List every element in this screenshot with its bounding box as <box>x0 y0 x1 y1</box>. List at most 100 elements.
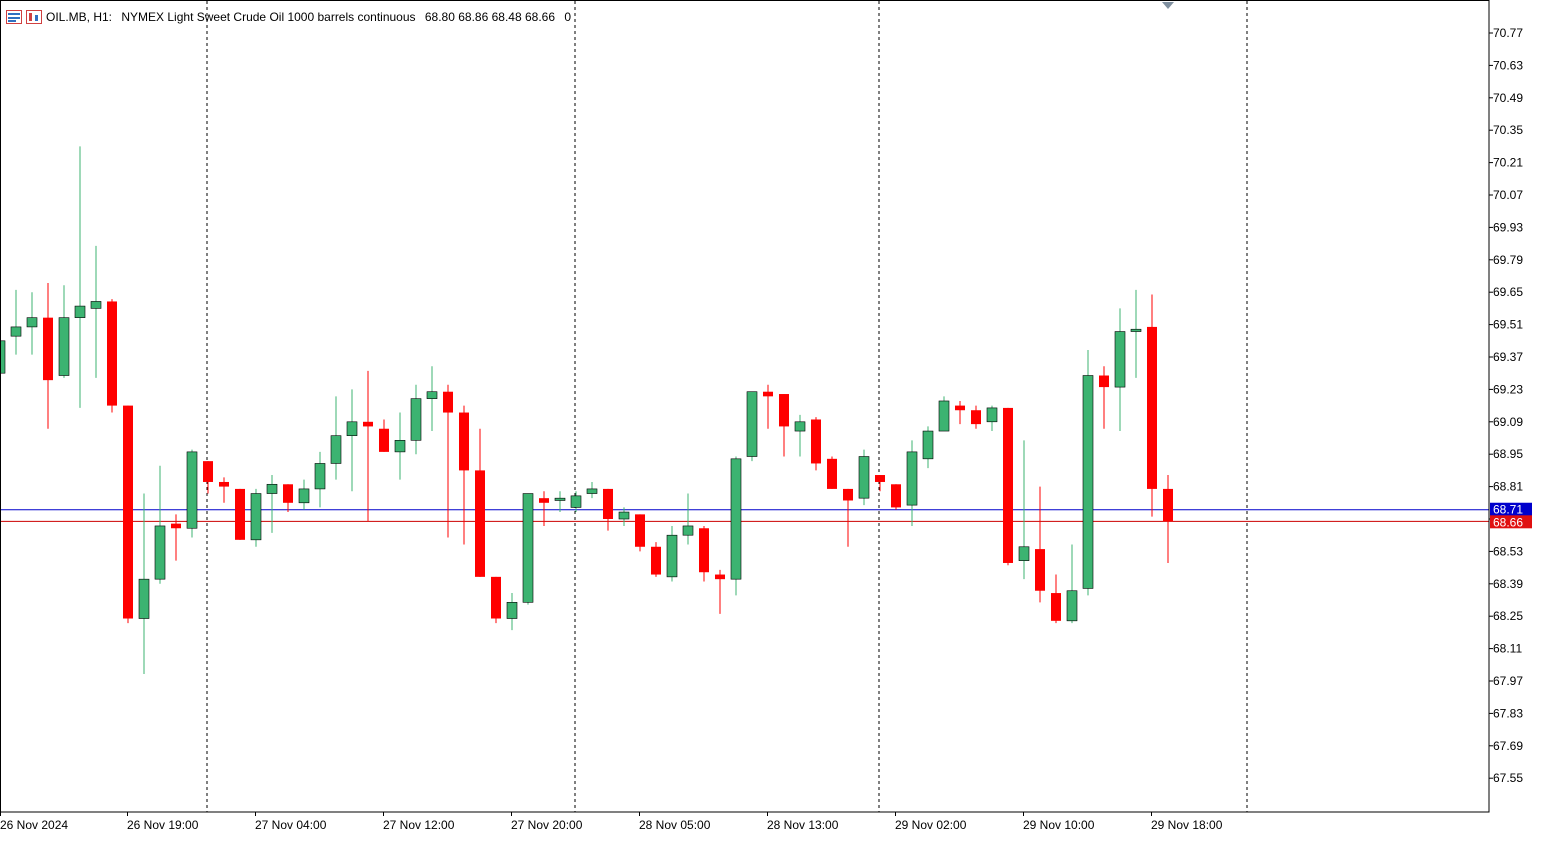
candle[interactable] <box>154 465 166 584</box>
candle[interactable] <box>1066 544 1078 624</box>
chart-shift-marker[interactable] <box>1162 2 1174 9</box>
candle-body <box>730 458 742 580</box>
candle[interactable] <box>123 405 133 624</box>
price-tick-label: 69.23 <box>1493 382 1523 396</box>
candle[interactable] <box>875 475 885 492</box>
candle[interactable] <box>682 493 694 545</box>
candle-body <box>554 497 566 501</box>
candle[interactable] <box>570 491 582 513</box>
candle[interactable] <box>666 525 678 582</box>
candle[interactable] <box>1082 350 1094 596</box>
candle[interactable] <box>443 384 453 538</box>
candle[interactable] <box>715 569 725 614</box>
candle[interactable] <box>1114 308 1126 432</box>
candle-body <box>522 493 534 603</box>
candle[interactable] <box>0 338 6 378</box>
candle[interactable] <box>1051 574 1061 624</box>
candle[interactable] <box>26 292 38 355</box>
candle[interactable] <box>955 400 965 425</box>
candle-body <box>539 498 549 503</box>
candle[interactable] <box>938 396 950 432</box>
price-lines <box>0 509 1489 522</box>
candle[interactable] <box>539 491 549 526</box>
price-tick-label: 69.65 <box>1493 285 1523 299</box>
candle[interactable] <box>618 507 630 526</box>
candle-body <box>586 488 598 494</box>
candle[interactable] <box>1163 475 1173 563</box>
candle[interactable] <box>1018 440 1030 580</box>
candle[interactable] <box>586 481 598 499</box>
candle[interactable] <box>491 576 501 624</box>
candle[interactable] <box>43 282 53 429</box>
candle[interactable] <box>635 514 645 552</box>
candle[interactable] <box>906 440 918 526</box>
candle[interactable] <box>10 289 22 355</box>
candle[interactable] <box>843 488 853 547</box>
chart-window-icon[interactable] <box>6 10 22 24</box>
candle-body <box>363 421 373 427</box>
candle[interactable] <box>730 456 742 596</box>
price-tick-label: 67.83 <box>1493 706 1523 720</box>
candle[interactable] <box>1099 366 1109 429</box>
candle[interactable] <box>506 593 518 631</box>
candle[interactable] <box>58 285 70 378</box>
candle[interactable] <box>138 493 150 675</box>
candle[interactable] <box>330 396 342 480</box>
candle[interactable] <box>346 389 358 492</box>
candle[interactable] <box>827 456 837 489</box>
candle[interactable] <box>90 245 102 378</box>
candle[interactable] <box>171 514 181 561</box>
candle-body <box>475 470 485 577</box>
symbol-bars-icon[interactable] <box>26 10 42 24</box>
price-tick-label: 68.39 <box>1493 577 1523 591</box>
candle[interactable] <box>858 449 870 506</box>
candle[interactable] <box>186 449 198 538</box>
candle[interactable] <box>922 426 934 469</box>
candle[interactable] <box>986 405 998 432</box>
candle[interactable] <box>603 488 613 531</box>
candle[interactable] <box>1130 289 1142 378</box>
candle[interactable] <box>891 484 901 510</box>
candle-body <box>379 428 389 452</box>
candle[interactable] <box>410 384 422 455</box>
candle[interactable] <box>107 299 117 413</box>
candle[interactable] <box>475 428 485 577</box>
candle[interactable] <box>394 412 406 480</box>
candle[interactable] <box>298 479 310 510</box>
candle[interactable] <box>763 384 773 429</box>
candle[interactable] <box>283 484 293 513</box>
candle[interactable] <box>779 394 789 457</box>
candle[interactable] <box>1003 407 1013 566</box>
time-tick-label: 27 Nov 20:00 <box>511 818 583 832</box>
candle[interactable] <box>1035 486 1045 603</box>
candle[interactable] <box>1147 294 1157 517</box>
candle[interactable] <box>266 475 278 533</box>
candle[interactable] <box>811 417 821 471</box>
candle[interactable] <box>794 414 806 457</box>
instrument-description: NYMEX Light Sweet Crude Oil 1000 barrels… <box>121 10 416 24</box>
candle[interactable] <box>203 461 213 494</box>
candle-body <box>1051 593 1061 621</box>
candle[interactable] <box>250 488 262 547</box>
candle[interactable] <box>971 405 981 429</box>
price-tick-label: 69.09 <box>1493 415 1523 429</box>
candle[interactable] <box>314 451 326 508</box>
candle-body <box>1066 590 1078 622</box>
candle[interactable] <box>219 477 229 503</box>
candle[interactable] <box>554 491 566 513</box>
candle[interactable] <box>699 525 709 582</box>
candle[interactable] <box>74 146 86 408</box>
candle[interactable] <box>426 366 438 432</box>
candle-body <box>506 602 518 619</box>
candle-body <box>922 430 934 460</box>
candle[interactable] <box>651 542 661 577</box>
candle[interactable] <box>363 370 373 522</box>
candle[interactable] <box>746 391 758 462</box>
candle[interactable] <box>459 405 469 545</box>
candle-body <box>43 317 53 381</box>
candle[interactable] <box>235 488 245 540</box>
candle[interactable] <box>522 493 534 605</box>
candle[interactable] <box>379 419 389 452</box>
